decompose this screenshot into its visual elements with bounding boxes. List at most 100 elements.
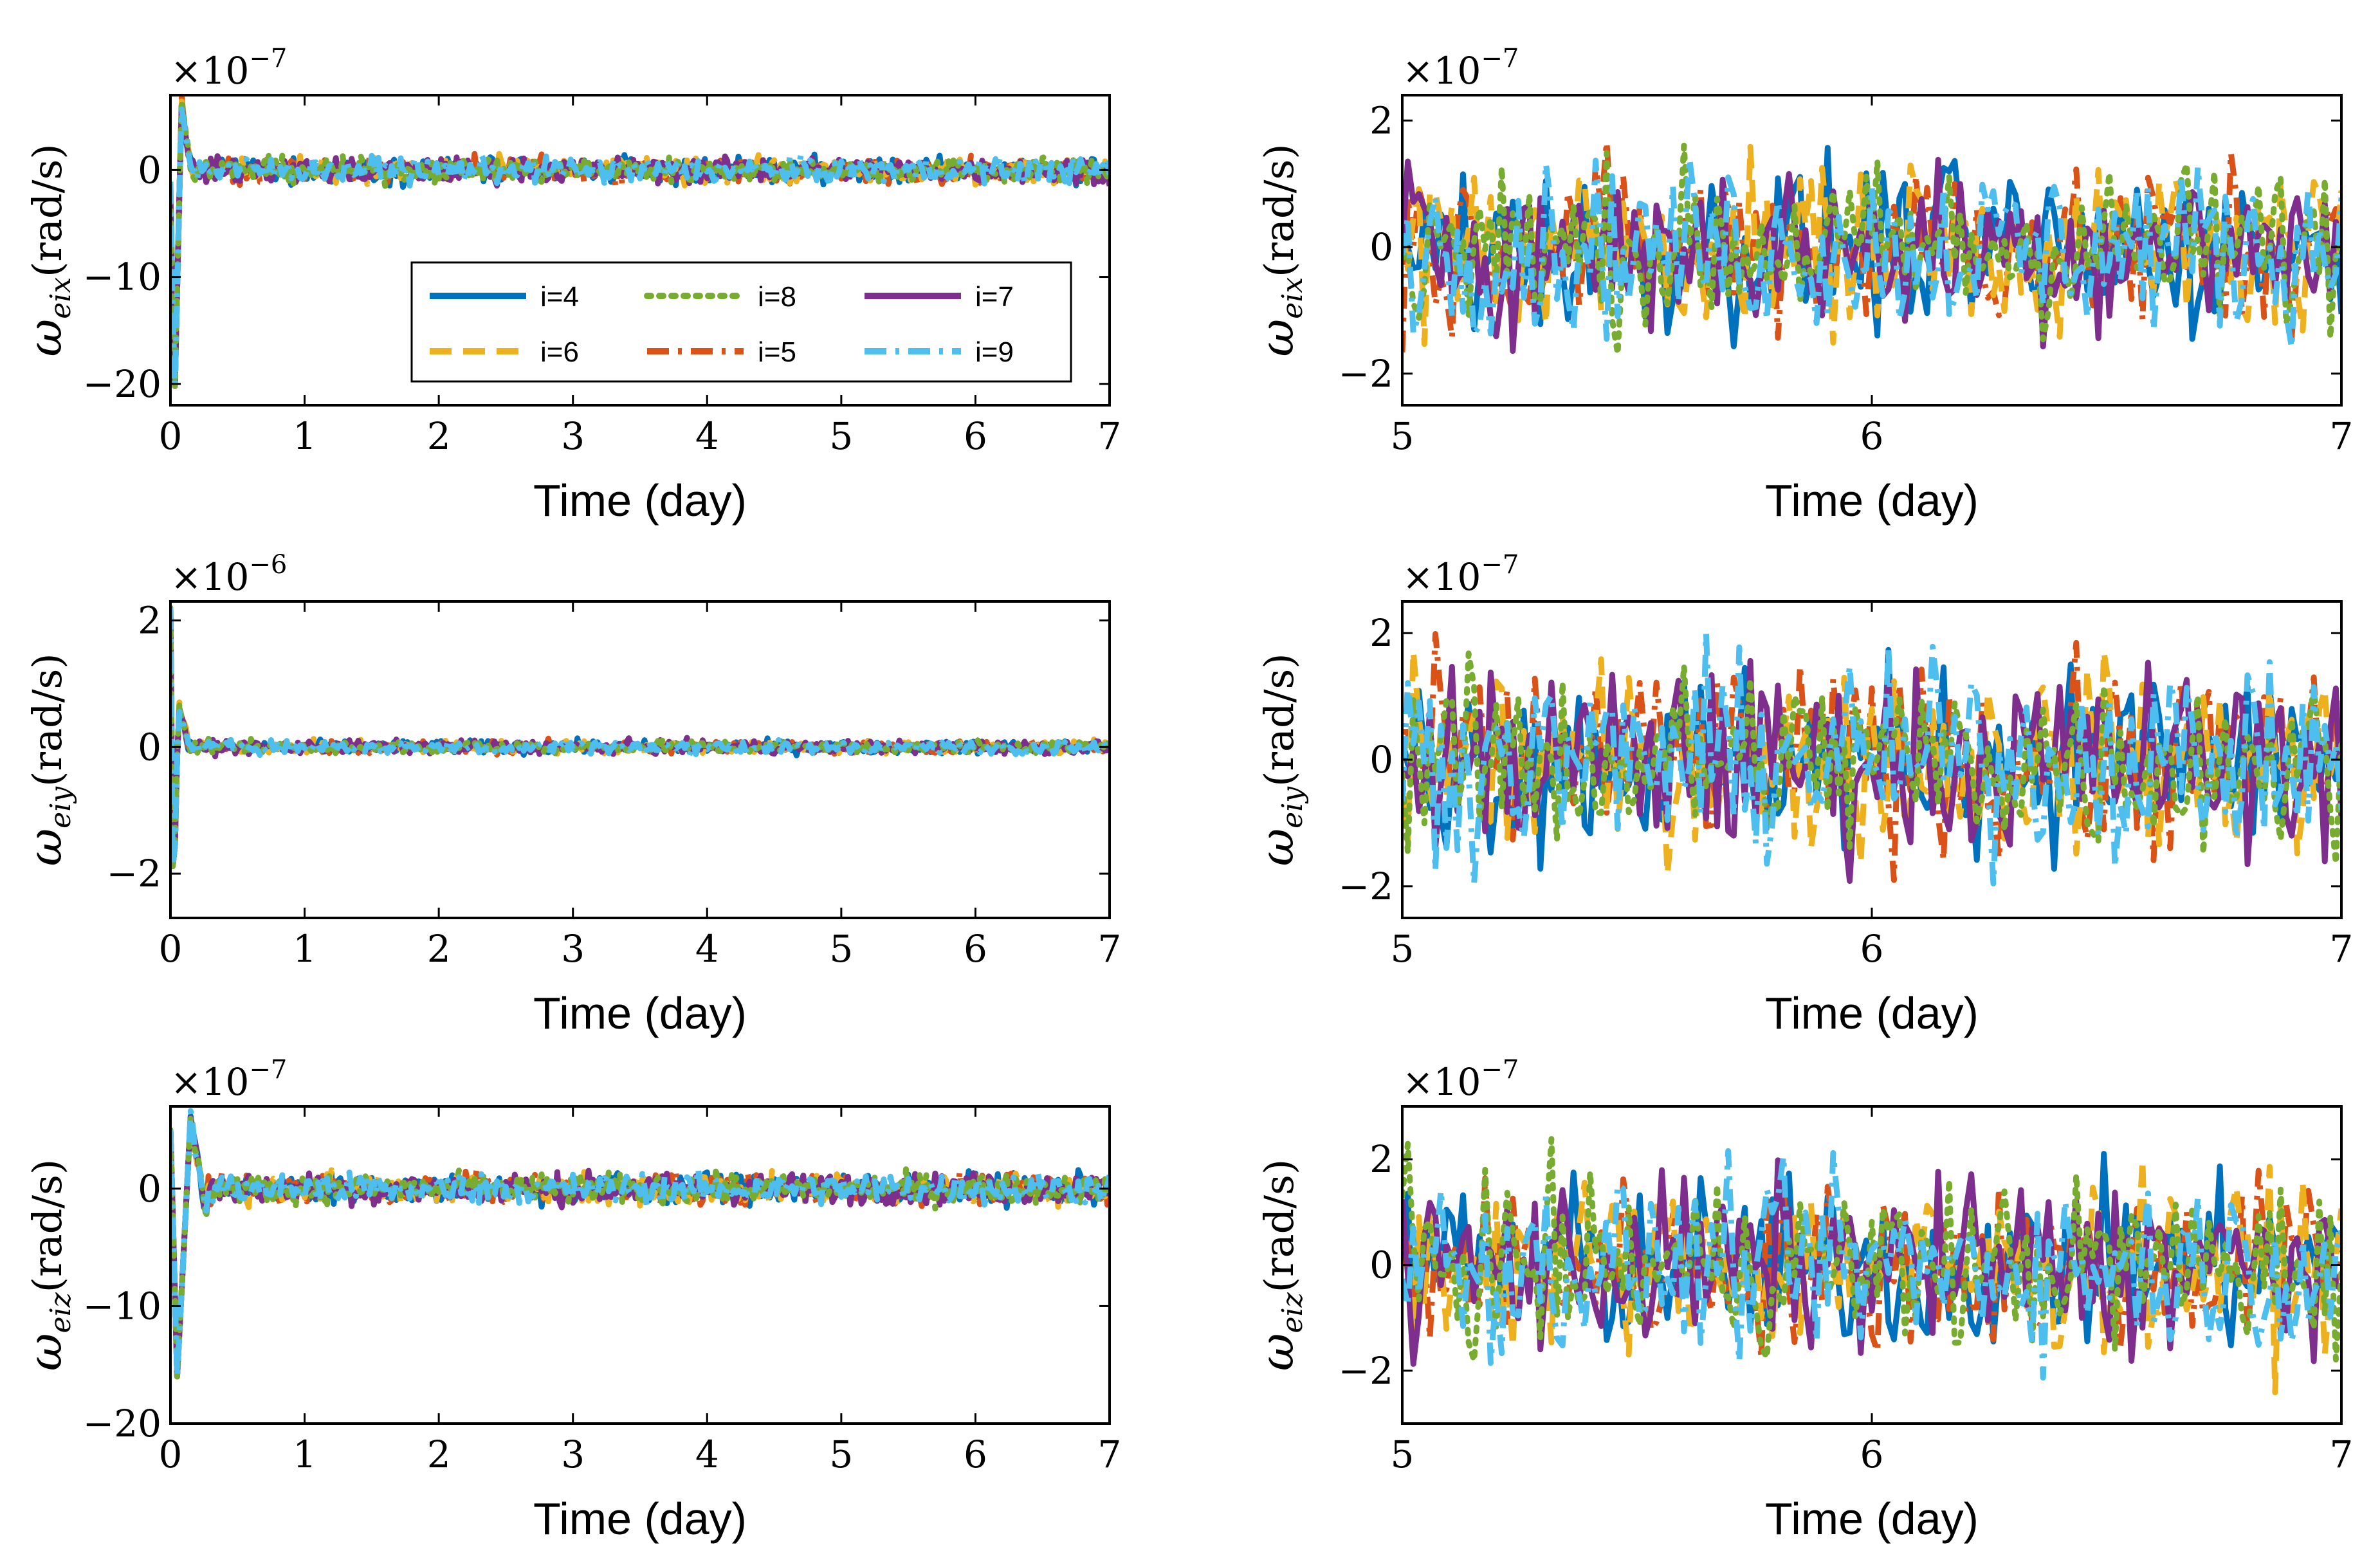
exponent-base: ×10 bbox=[170, 555, 249, 599]
panel-p6: 5 6 7 −2 0 2×10−7 Time (day) ωeiz(rad/s) bbox=[1250, 1055, 2353, 1544]
y-tick-label: 0 bbox=[138, 148, 161, 192]
axes-frame bbox=[169, 94, 1111, 407]
y-tick-label: −10 bbox=[83, 1284, 161, 1328]
y-tick-label: 2 bbox=[1369, 1137, 1393, 1181]
x-tick-label: 5 bbox=[1391, 414, 1414, 458]
x-axis-label: Time (day) bbox=[1765, 475, 1979, 526]
x-tick-label: 5 bbox=[829, 1433, 853, 1476]
y-label-symbol: ω bbox=[18, 1333, 72, 1371]
y-tick-label: −2 bbox=[1339, 352, 1394, 396]
y-label-subscript: eix bbox=[44, 277, 77, 319]
panel-p2: 5 6 7 −2 0 2×10−7 Time (day) ωeix(rad/s) bbox=[1250, 44, 2353, 526]
series-lines bbox=[170, 95, 1110, 389]
x-tick-label: 7 bbox=[1098, 414, 1122, 458]
exponent-power: −7 bbox=[249, 1055, 287, 1085]
y-tick-label: 0 bbox=[1369, 1243, 1393, 1287]
x-axis-label: Time (day) bbox=[533, 988, 747, 1038]
y-label-subscript: eiz bbox=[1276, 1292, 1309, 1333]
series-line-i9 bbox=[1402, 156, 2341, 351]
y-tick-label: 2 bbox=[1369, 98, 1393, 142]
series-lines bbox=[170, 1108, 1110, 1380]
legend-entry: i=7 bbox=[975, 281, 1014, 313]
x-axis-label: Time (day) bbox=[1765, 988, 1979, 1038]
y-axis-label: ωeix(rad/s) bbox=[1250, 143, 1309, 356]
legend-entry: i=8 bbox=[758, 281, 796, 313]
x-tick-label: 1 bbox=[293, 414, 316, 458]
panel-p5: 0 1 2 3 4 5 6 7 −20 −10 0 ×10−7 Time (day) ωeiz(rad/s… bbox=[18, 1055, 1121, 1544]
series-line-i9 bbox=[170, 607, 1110, 870]
y-tick-label: 0 bbox=[138, 725, 161, 769]
x-tick-label: 3 bbox=[561, 414, 585, 458]
x-tick-label: 7 bbox=[2330, 1433, 2354, 1476]
y-exponent-label: ×10−7 bbox=[170, 44, 287, 93]
series-line-i5 bbox=[1402, 1168, 2341, 1361]
x-tick-label: 0 bbox=[159, 1433, 183, 1476]
panel-p4: 5 6 7 −2 0 2×10−7 Time (day) ωeiy(rad/s) bbox=[1250, 550, 2353, 1038]
legend: i=4 i=6 i=8 i=5 i=7 i=9 bbox=[410, 261, 1072, 383]
y-tick-label: 2 bbox=[1369, 611, 1393, 655]
series-line-i6 bbox=[1402, 648, 2341, 877]
exponent-power: −7 bbox=[1481, 1055, 1519, 1085]
y-label-symbol: ω bbox=[1250, 1333, 1304, 1371]
y-axis-label: ωeiy(rad/s) bbox=[18, 653, 77, 866]
series-line-i8 bbox=[170, 1114, 1110, 1380]
exponent-base: ×10 bbox=[170, 49, 249, 93]
exponent-power: −7 bbox=[1481, 44, 1519, 73]
y-exponent-label: ×10−7 bbox=[1402, 550, 1519, 599]
x-tick-label: 1 bbox=[293, 1433, 316, 1476]
x-tick-label: 1 bbox=[293, 927, 316, 971]
y-label-unit: (rad/s) bbox=[1256, 653, 1303, 786]
y-exponent-label: ×10−7 bbox=[170, 1055, 287, 1104]
x-tick-label: 6 bbox=[964, 927, 987, 971]
x-tick-label: 3 bbox=[561, 1433, 585, 1476]
y-tick-label: −20 bbox=[83, 1402, 161, 1445]
series-lines bbox=[1402, 139, 2341, 357]
panel-p1: 0 1 2 3 4 5 6 7 −20 −10 0 ×10−7 Time (day) ωeix(rad/s… bbox=[18, 44, 1121, 526]
y-tick-label: −2 bbox=[1339, 1349, 1394, 1393]
y-axis-label: ωeix(rad/s) bbox=[18, 143, 77, 356]
y-exponent-label: ×10−7 bbox=[1402, 44, 1519, 93]
x-tick-label: 0 bbox=[159, 927, 183, 971]
x-tick-label: 4 bbox=[695, 414, 719, 458]
y-label-unit: (rad/s) bbox=[1256, 143, 1303, 277]
y-axis-label: ωeiz(rad/s) bbox=[1250, 1159, 1309, 1371]
exponent-power: −7 bbox=[1481, 550, 1519, 580]
y-tick-label: −20 bbox=[83, 362, 161, 406]
x-axis-label: Time (day) bbox=[533, 475, 747, 526]
y-label-symbol: ω bbox=[18, 829, 72, 866]
y-tick-label: 0 bbox=[138, 1167, 161, 1211]
exponent-base: ×10 bbox=[1402, 555, 1481, 599]
x-tick-label: 3 bbox=[561, 927, 585, 971]
axes-frame bbox=[169, 1105, 1111, 1425]
exponent-base: ×10 bbox=[1402, 49, 1481, 93]
x-axis-label: Time (day) bbox=[1765, 1494, 1979, 1544]
x-tick-label: 4 bbox=[695, 927, 719, 971]
y-label-subscript: eiy bbox=[1276, 786, 1309, 829]
x-tick-label: 2 bbox=[427, 927, 451, 971]
legend-entry: i=4 bbox=[540, 281, 579, 313]
y-tick-label: 2 bbox=[138, 599, 161, 643]
y-tick-label: −10 bbox=[83, 255, 161, 299]
exponent-power: −6 bbox=[249, 550, 287, 580]
legend-box bbox=[410, 261, 1072, 383]
y-label-symbol: ω bbox=[1250, 829, 1304, 866]
y-label-unit: (rad/s) bbox=[24, 143, 71, 277]
axes-frame bbox=[169, 600, 1111, 919]
series-lines bbox=[170, 605, 1110, 870]
y-tick-label: −2 bbox=[1339, 865, 1394, 908]
series-line-i8 bbox=[1402, 1136, 2341, 1364]
x-tick-label: 5 bbox=[829, 414, 853, 458]
y-tick-label: 0 bbox=[1369, 738, 1393, 782]
x-tick-label: 7 bbox=[2330, 927, 2354, 971]
exponent-base: ×10 bbox=[170, 1060, 249, 1104]
x-tick-label: 0 bbox=[159, 414, 183, 458]
y-axis-label: ωeiz(rad/s) bbox=[18, 1159, 77, 1371]
series-line-i8 bbox=[1402, 142, 2341, 357]
x-tick-label: 6 bbox=[1860, 927, 1884, 971]
x-tick-label: 6 bbox=[1860, 1433, 1884, 1476]
y-label-unit: (rad/s) bbox=[24, 653, 71, 786]
y-exponent-label: ×10−6 bbox=[170, 550, 287, 599]
x-tick-label: 6 bbox=[1860, 414, 1884, 458]
